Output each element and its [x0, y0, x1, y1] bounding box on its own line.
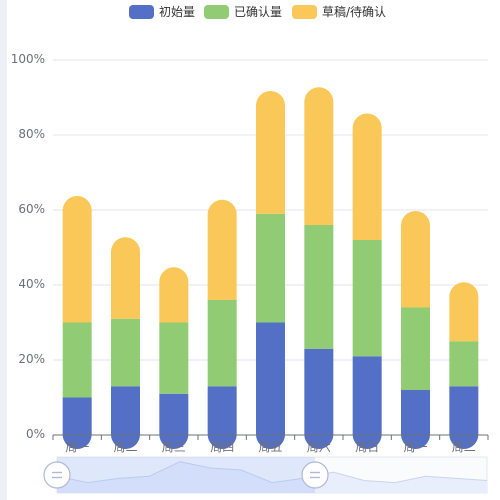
bar-bottom-cap	[207, 434, 237, 449]
bar-top-cap	[62, 196, 92, 211]
legend-item-confirmed[interactable]: 已确认量	[204, 5, 282, 19]
bar-bottom-cap	[159, 434, 189, 449]
bar-segment-confirmed[interactable]	[111, 318, 140, 387]
bar-bottom-cap	[304, 434, 334, 449]
bar-top-cap	[401, 211, 430, 226]
bar-bottom-cap	[352, 434, 382, 449]
handle-circle	[43, 461, 71, 489]
data-zoom-slider[interactable]	[43, 456, 488, 494]
bar-segment-draft[interactable]	[159, 281, 189, 323]
bar-bottom-cap	[256, 434, 285, 449]
y-tick-label: 40%	[18, 277, 45, 291]
data-zoom-trend-line	[56, 461, 488, 484]
bar-top-cap	[111, 237, 140, 252]
bar-segment-draft[interactable]	[111, 251, 140, 319]
legend-item-initial[interactable]: 初始量	[129, 5, 195, 19]
legend: 初始量 已确认量 草稿/待确认	[129, 4, 386, 19]
legend-item-draft[interactable]: 草稿/待确认	[292, 4, 386, 19]
handle-circle	[301, 461, 329, 489]
bar-segment-draft[interactable]	[207, 213, 237, 300]
x-axis: 周一 周二 周三 周四 周五 周六 周日 周一 周二	[65, 440, 476, 454]
x-tick-label: 周五	[258, 440, 282, 454]
bar-top-cap	[256, 91, 285, 106]
x-tick-label: 周六	[307, 440, 331, 454]
bar-segment-confirmed[interactable]	[62, 322, 92, 398]
x-tick-label: 周二	[452, 440, 476, 454]
x-axis-ticks	[52, 435, 489, 440]
legend-swatch-confirmed	[204, 5, 229, 19]
bar-top-cap	[207, 199, 237, 215]
bar-segment-initial[interactable]	[256, 322, 285, 436]
y-tick-label: 0%	[26, 427, 45, 441]
left-edge-strip	[0, 0, 7, 500]
y-tick-label: 60%	[18, 202, 45, 216]
bar-segment-initial[interactable]	[449, 386, 479, 435]
bar-segment-initial[interactable]	[159, 393, 189, 435]
bar-segment-confirmed[interactable]	[207, 300, 237, 387]
bar-segment-initial[interactable]	[62, 397, 92, 436]
bar-top-cap	[449, 282, 479, 297]
x-tick-label: 周一	[403, 440, 427, 454]
bar-bottom-cap	[401, 434, 430, 449]
bar-top-cap	[352, 113, 382, 128]
bar-top-cap	[304, 87, 334, 102]
y-tick-label: 80%	[18, 127, 45, 141]
legend-label-draft: 草稿/待确认	[322, 4, 386, 19]
bar-top-cap	[159, 267, 189, 282]
y-tick-label: 100%	[11, 52, 45, 66]
bar-segment-draft[interactable]	[449, 296, 479, 342]
bar-segment-confirmed[interactable]	[256, 213, 285, 323]
bar-segment-draft[interactable]	[62, 210, 92, 323]
y-tick-label: 20%	[18, 352, 45, 366]
legend-label-confirmed: 已确认量	[234, 5, 282, 19]
bar-bottom-cap	[449, 434, 479, 449]
x-tick-label: 周三	[162, 440, 186, 454]
legend-label-initial: 初始量	[159, 5, 195, 19]
bar-series	[62, 87, 479, 449]
bar-segment-draft[interactable]	[352, 127, 382, 241]
x-tick-label: 周日	[355, 440, 379, 454]
legend-swatch-initial	[129, 5, 154, 19]
bar-bottom-cap	[62, 434, 92, 449]
bar-segment-confirmed[interactable]	[304, 225, 334, 349]
bar-bottom-cap	[111, 434, 140, 449]
bar-segment-confirmed[interactable]	[159, 322, 189, 394]
bar-segment-draft[interactable]	[401, 225, 430, 308]
bar-segment-initial[interactable]	[111, 386, 140, 435]
bar-segment-initial[interactable]	[352, 356, 382, 435]
bar-segment-draft[interactable]	[304, 101, 334, 225]
bar-segment-confirmed[interactable]	[352, 240, 382, 357]
x-tick-label: 周四	[210, 440, 234, 454]
bar-segment-initial[interactable]	[207, 386, 237, 435]
bar-segment-initial[interactable]	[304, 348, 334, 435]
bar-segment-draft[interactable]	[256, 105, 285, 214]
legend-swatch-draft	[292, 5, 317, 19]
data-zoom-handle-right[interactable]	[301, 461, 329, 489]
x-tick-label: 周二	[113, 440, 137, 454]
y-axis: 0% 20% 40% 60% 80% 100%	[11, 52, 45, 441]
data-zoom-selected-window[interactable]	[57, 457, 315, 493]
data-zoom-handle-left[interactable]	[43, 461, 71, 489]
bar-segment-initial[interactable]	[401, 390, 430, 435]
bar-segment-confirmed[interactable]	[449, 341, 479, 387]
bar-segment-confirmed[interactable]	[401, 307, 430, 391]
x-tick-label: 周一	[65, 440, 89, 454]
